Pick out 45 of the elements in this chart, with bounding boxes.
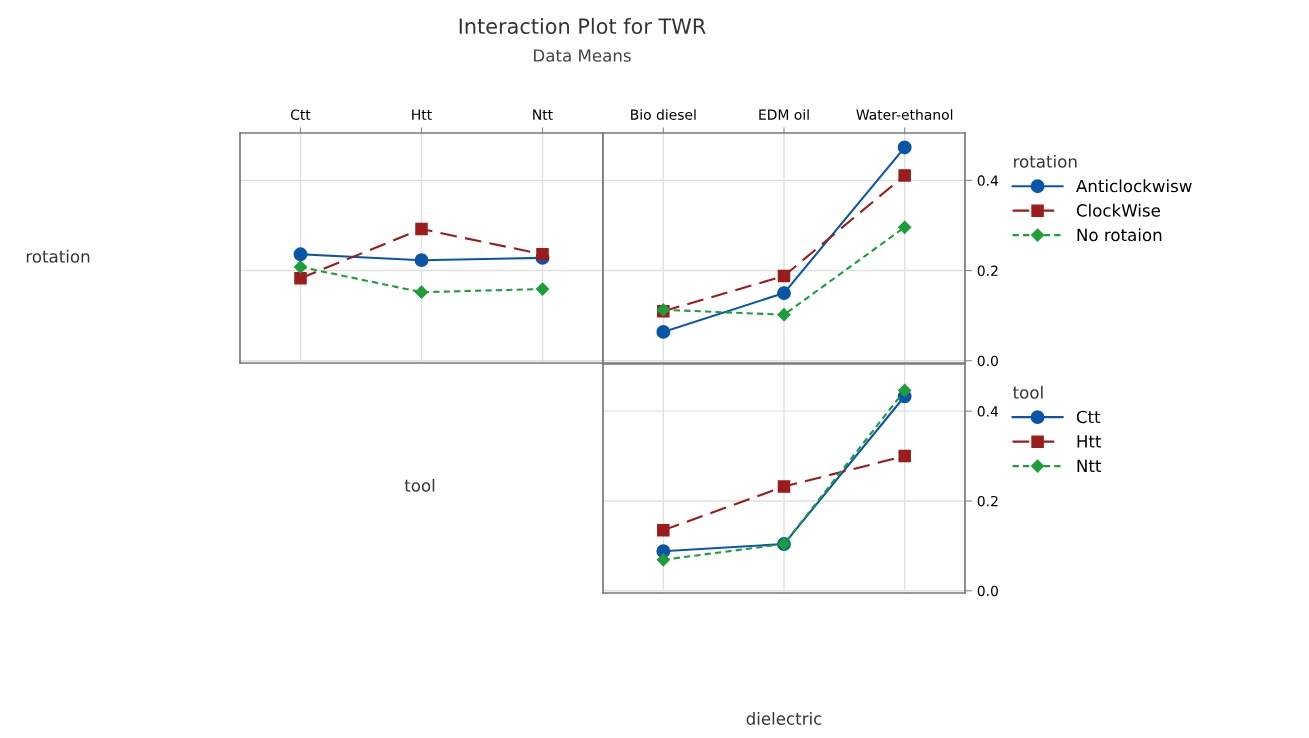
y-axis-title: rotation [26, 249, 90, 263]
point [656, 324, 671, 339]
point [415, 222, 428, 236]
x-tick-label: Htt [412, 109, 432, 120]
point [293, 260, 308, 274]
point [656, 553, 670, 567]
point [414, 285, 429, 299]
point [898, 449, 911, 463]
chart-subtitle: Data Means [534, 49, 631, 62]
point [777, 308, 791, 322]
x-axis-title: dielectric [746, 712, 822, 725]
point [777, 480, 791, 493]
y-tick-label: 0.4 [977, 406, 999, 417]
legend-label: Htt [1077, 435, 1102, 448]
point [294, 271, 307, 285]
x-tick-label: EDM oil [759, 109, 809, 120]
point [898, 383, 912, 398]
point [293, 247, 308, 262]
legend-title: tool [1013, 385, 1043, 399]
point [777, 269, 791, 283]
point [897, 140, 912, 155]
point [898, 169, 911, 182]
x-tick-label: Bio diesel [631, 109, 696, 120]
y-tick-label: 0.0 [977, 355, 998, 367]
legend-label: Anticlockwisw [1076, 179, 1192, 193]
point [777, 286, 791, 301]
y-axis-title: tool [404, 478, 435, 492]
y-tick-label: 0.2 [977, 265, 998, 277]
point [536, 248, 549, 261]
chart-title: Interaction Plot for TWR [459, 17, 706, 35]
y-tick-label: 0.2 [977, 495, 998, 507]
point [657, 523, 670, 537]
point [535, 282, 550, 296]
legend-label: No rotaion [1077, 228, 1162, 242]
point [414, 253, 429, 268]
legend-label: ClockWise [1076, 203, 1160, 217]
y-tick-label: 0.0 [977, 585, 998, 597]
legend-label: Ctt [1076, 410, 1101, 424]
legend-label: Ntt [1077, 459, 1102, 472]
x-tick-label: Ctt [290, 109, 311, 120]
point [898, 220, 912, 234]
x-tick-label: Ntt [533, 109, 553, 120]
y-tick-label: 0.4 [977, 175, 999, 186]
legend-title: rotation [1014, 154, 1077, 168]
x-tick-label: Water-ethanol [856, 109, 953, 120]
